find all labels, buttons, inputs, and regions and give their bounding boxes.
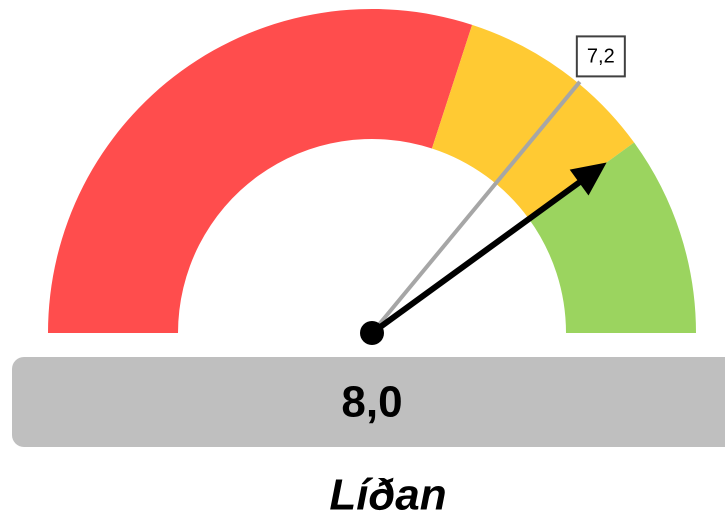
target-line [370, 80, 582, 335]
chart-title: Líðan [329, 471, 446, 519]
needle-pivot [360, 321, 384, 345]
value-panel [12, 357, 725, 447]
gauge-band [48, 8, 473, 333]
target-label: 7,2 [587, 46, 615, 68]
target-label-box [575, 35, 626, 78]
needle [370, 176, 586, 336]
needle-head [569, 162, 607, 196]
value-label: 8,0 [341, 378, 402, 427]
